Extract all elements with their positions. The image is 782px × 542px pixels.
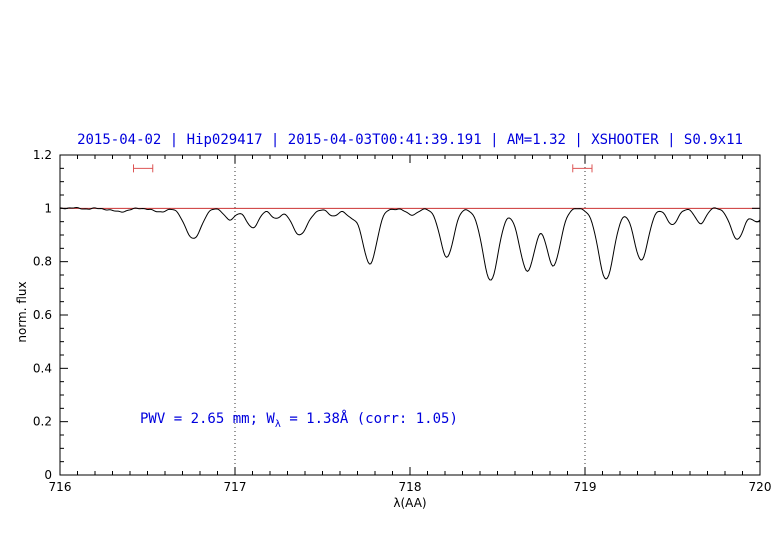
y-tick-label: 0.2: [33, 415, 52, 429]
pwv-annotation: PWV = 2.65 mm; Wλ = 1.38Å (corr: 1.05): [140, 411, 458, 430]
y-tick-label: 0: [44, 468, 52, 482]
y-tick-label: 1: [44, 201, 52, 215]
y-tick-label: 0.4: [33, 361, 52, 375]
x-tick-label: 718: [399, 480, 422, 494]
annotation-prefix: PWV = 2.65 mm; W: [140, 411, 275, 427]
plot-title: 2015-04-02 | Hip029417 | 2015-04-03T00:4…: [77, 132, 743, 148]
x-tick-label: 717: [224, 480, 247, 494]
pwv-interval-marker: [572, 164, 593, 173]
x-tick-label: 716: [49, 480, 72, 494]
y-tick-label: 0.6: [33, 308, 52, 322]
x-tick-label: 719: [574, 480, 597, 494]
x-axis-label: λ(AA): [393, 496, 427, 510]
annotation-lambda-subscript: λ: [274, 418, 281, 430]
pwv-interval-marker: [133, 164, 154, 173]
annotation-suffix: = 1.38Å (corr: 1.05): [280, 411, 458, 427]
spectrum-curve: [59, 206, 761, 281]
y-tick-label: 1.2: [33, 148, 52, 162]
x-tick-label: 720: [749, 480, 772, 494]
y-tick-label: 0.8: [33, 255, 52, 269]
